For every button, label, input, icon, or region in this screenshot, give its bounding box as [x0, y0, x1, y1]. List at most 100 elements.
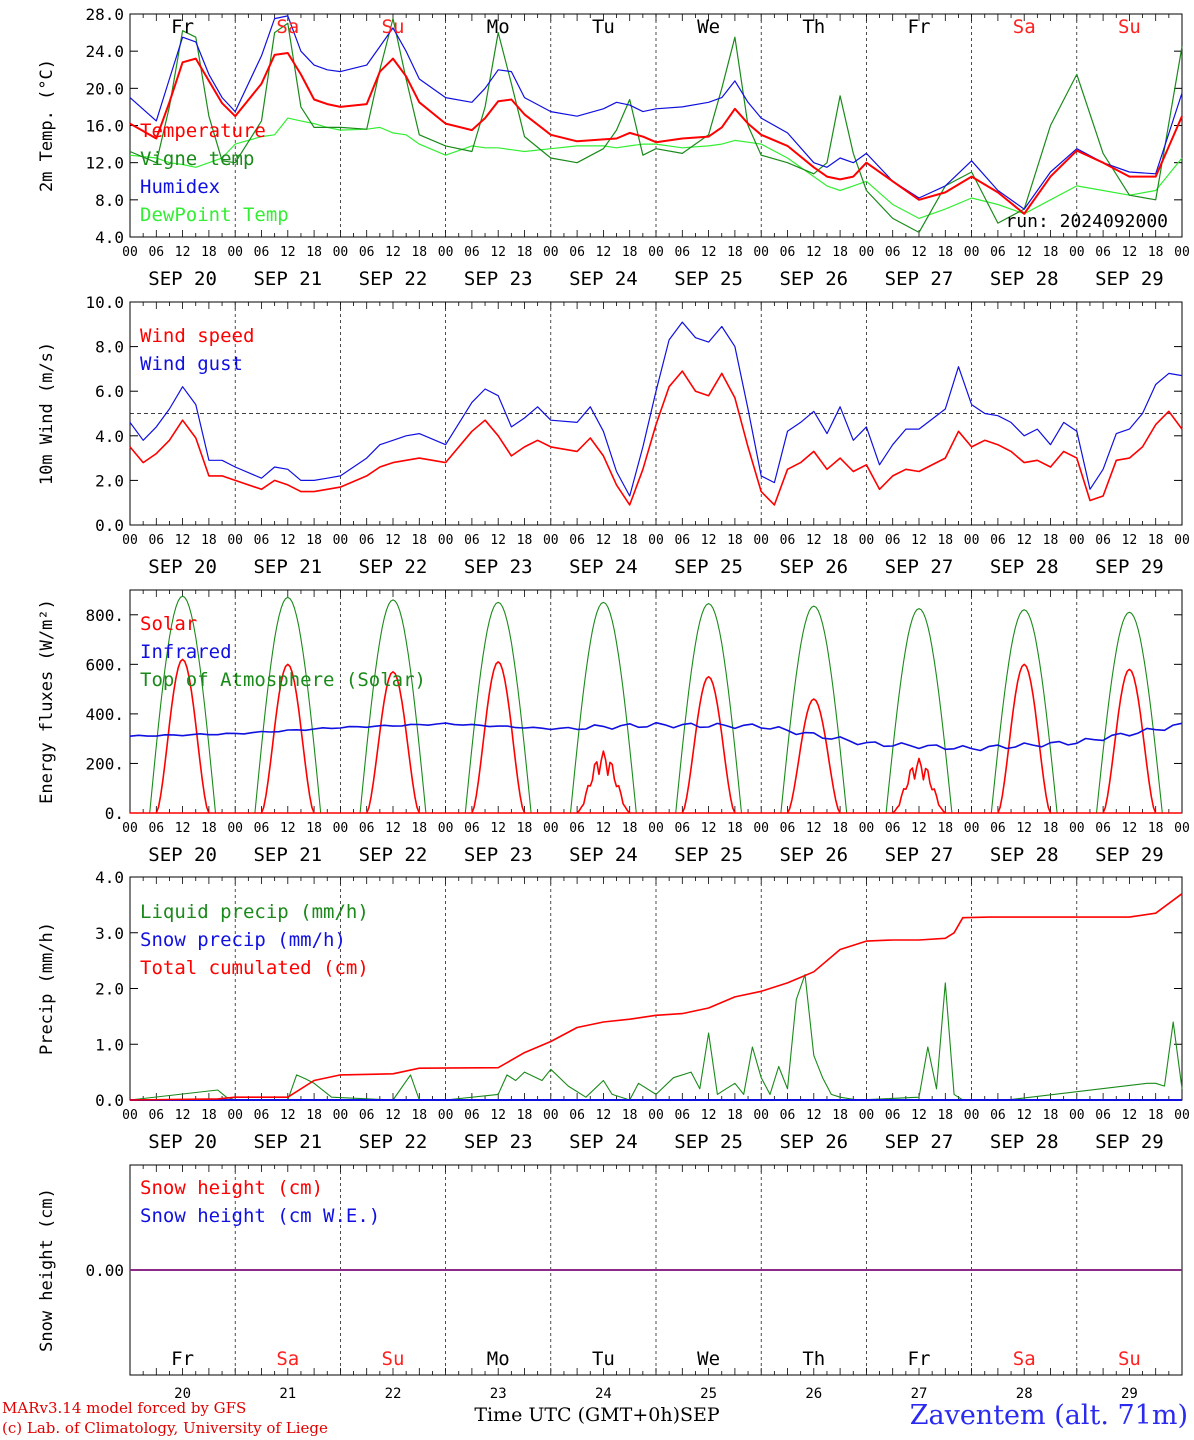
hour-tick-label: 00	[333, 245, 349, 260]
hour-tick-label: 18	[1043, 821, 1059, 836]
toa-solar-curve	[990, 609, 1058, 814]
date-label: SEP 27	[885, 268, 954, 290]
hour-tick-label: 18	[411, 533, 427, 548]
hour-tick-label: 06	[990, 533, 1006, 548]
date-label: SEP 20	[148, 844, 217, 866]
date-label: SEP 24	[569, 556, 638, 578]
legend-entry: Total cumulated (cm)	[140, 957, 369, 979]
hour-tick-label: 12	[280, 245, 296, 260]
date-label: SEP 20	[148, 556, 217, 578]
hour-tick-label: 06	[148, 245, 164, 260]
hour-tick-label: 00	[753, 533, 769, 548]
hour-tick-label: 12	[701, 821, 717, 836]
hour-tick-label: 12	[596, 821, 612, 836]
hour-tick-label: 00	[333, 533, 349, 548]
hour-tick-label: 06	[674, 821, 690, 836]
hour-tick-label: 18	[937, 533, 953, 548]
hour-tick-label: 06	[885, 1108, 901, 1123]
date-label: SEP 20	[148, 268, 217, 290]
y-axis-label: Precip (mm/h)	[37, 922, 57, 1055]
hour-tick-label: 06	[780, 245, 796, 260]
hour-tick-label: 12	[596, 245, 612, 260]
date-label: SEP 26	[779, 1131, 848, 1153]
hour-tick-label: 18	[517, 1108, 533, 1123]
hour-tick-label: 00	[859, 245, 875, 260]
date-label: SEP 26	[779, 556, 848, 578]
date-label: SEP 29	[1095, 268, 1164, 290]
hour-tick-label: 12	[1016, 245, 1032, 260]
wind-speed-series	[129, 370, 1183, 506]
hour-tick-label: 00	[227, 245, 243, 260]
legend-entry: DewPoint Temp	[140, 204, 289, 226]
legend-entry: Wind speed	[140, 325, 254, 347]
run-label: run: 2024092000	[1005, 211, 1168, 232]
weekday-label: Su	[382, 1348, 405, 1370]
weekday-label: Tu	[592, 1348, 615, 1370]
solar-curve	[365, 670, 421, 814]
date-label: SEP 26	[779, 844, 848, 866]
hour-tick-label: 06	[359, 1108, 375, 1123]
hour-tick-label: 18	[832, 245, 848, 260]
y-tick-label: 200.	[85, 754, 124, 773]
legend-entry: Top of Atmosphere (Solar)	[140, 669, 426, 691]
hour-tick-label: 12	[1016, 1108, 1032, 1123]
weekday-label: Sa	[276, 1348, 299, 1370]
toa-solar-curve	[569, 601, 637, 814]
date-label: SEP 23	[464, 1131, 533, 1153]
y-tick-label: 8.0	[95, 338, 124, 357]
date-label: SEP 25	[674, 556, 743, 578]
y-tick-label: 8.0	[95, 191, 124, 210]
hour-tick-label: 18	[727, 533, 743, 548]
legend-entry: Snow height (cm W.E.)	[140, 1205, 380, 1227]
date-label: SEP 22	[359, 268, 428, 290]
date-label: SEP 24	[569, 1131, 638, 1153]
hour-tick-label: 12	[701, 245, 717, 260]
hour-tick-label: 12	[1016, 821, 1032, 836]
hour-tick-label: 12	[175, 821, 191, 836]
hour-tick-label: 06	[464, 821, 480, 836]
hour-tick-label: 18	[411, 821, 427, 836]
hour-tick-label: 18	[727, 821, 743, 836]
date-label: SEP 25	[674, 1131, 743, 1153]
temp-series-blue	[129, 15, 1183, 210]
y-tick-label: 0.00	[85, 1261, 124, 1280]
y-tick-label: 400.	[85, 705, 124, 724]
hour-tick-label: 00	[1174, 533, 1190, 548]
hour-tick-label: 00	[859, 1108, 875, 1123]
hour-tick-label: 18	[622, 1108, 638, 1123]
date-label: SEP 21	[253, 844, 322, 866]
date-label: SEP 21	[253, 556, 322, 578]
toa-solar-curve	[885, 608, 953, 814]
hour-tick-label: 18	[622, 533, 638, 548]
y-tick-label: 0.0	[95, 516, 124, 535]
hour-tick-label: 18	[306, 821, 322, 836]
day-number-label: 27	[911, 1386, 928, 1402]
hour-tick-label: 06	[359, 245, 375, 260]
solar-curve	[260, 663, 315, 814]
legend-entry: Liquid precip (mm/h)	[140, 901, 369, 923]
hour-tick-label: 12	[596, 533, 612, 548]
y-tick-label: 12.0	[85, 154, 124, 173]
hour-tick-label: 00	[648, 245, 664, 260]
hour-tick-label: 00	[438, 1108, 454, 1123]
hour-tick-label: 00	[227, 821, 243, 836]
y-tick-label: 2.0	[95, 980, 124, 999]
solar-curve	[997, 663, 1052, 814]
hour-tick-label: 12	[806, 245, 822, 260]
hour-tick-label: 06	[464, 245, 480, 260]
date-label: SEP 21	[253, 268, 322, 290]
solar-curve	[471, 661, 526, 814]
weekday-label: We	[697, 1348, 720, 1370]
day-number-label: 24	[595, 1386, 612, 1402]
y-tick-label: 2.0	[95, 471, 124, 490]
hour-tick-label: 18	[517, 821, 533, 836]
solar-curve	[786, 698, 841, 814]
temp-series-green	[129, 18, 1183, 233]
date-label: SEP 25	[674, 268, 743, 290]
panel-frame-2	[129, 589, 1183, 814]
hour-tick-label: 12	[1122, 821, 1138, 836]
hour-tick-label: 06	[254, 245, 270, 260]
hour-tick-label: 06	[464, 533, 480, 548]
hour-tick-label: 12	[280, 1108, 296, 1123]
